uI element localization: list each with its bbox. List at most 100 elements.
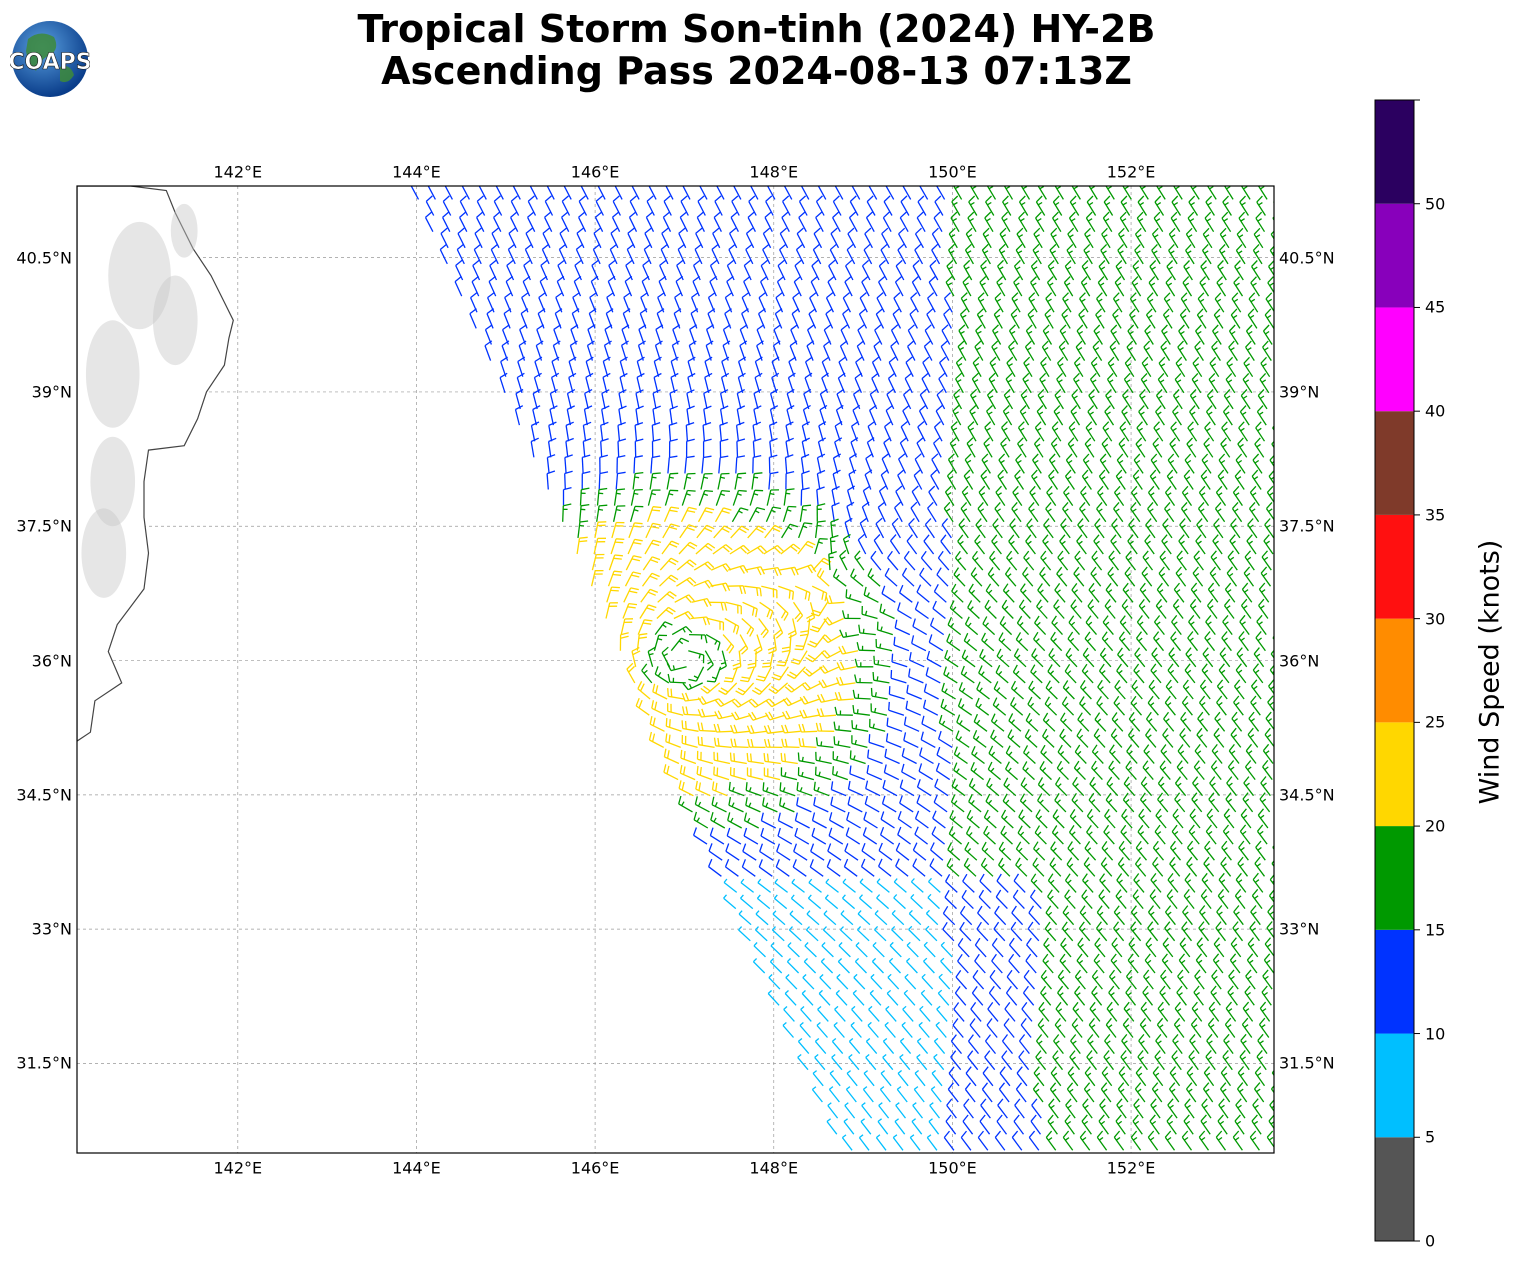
wind-barb: [809, 292, 817, 313]
wind-barb: [929, 1102, 941, 1119]
wind-barb: [713, 525, 732, 539]
wind-barb: [895, 842, 910, 861]
wind-barb: [1101, 227, 1111, 249]
wind-barb: [796, 782, 813, 797]
wind-barb: [919, 747, 934, 765]
wind-barb: [991, 953, 1003, 974]
wind-barb: [1082, 453, 1093, 474]
wind-barb: [1011, 292, 1021, 313]
wind-barb: [916, 584, 930, 603]
wind-barb: [495, 186, 504, 200]
wind-barb: [799, 695, 821, 705]
colorbar-tick-label: 30: [1425, 609, 1446, 629]
wind-barb: [1030, 276, 1040, 297]
wind-barb: [1025, 534, 1036, 555]
wind-barb: [833, 721, 852, 732]
wind-barb: [728, 564, 749, 574]
wind-barb: [474, 227, 483, 249]
wind-barb: [1008, 953, 1020, 974]
wind-barb: [1233, 276, 1244, 297]
wind-barb: [1107, 566, 1119, 587]
wind-barb: [1022, 372, 1032, 394]
wind-barb: [1188, 1050, 1199, 1071]
wind-barb: [1243, 356, 1254, 378]
wind-barb: [1130, 905, 1142, 926]
wind-barb: [851, 720, 869, 732]
wind-barb: [609, 243, 618, 265]
wind-barb: [1127, 324, 1137, 345]
wind-barb: [1269, 245, 1274, 258]
wind-barb: [687, 356, 696, 377]
wind-barb: [714, 195, 723, 216]
wind-barb: [929, 259, 939, 281]
wind-barb: [832, 195, 842, 216]
wind-barb: [1074, 969, 1086, 990]
wind-barb: [782, 505, 797, 522]
wind-barb: [1154, 195, 1165, 216]
wind-barb: [1134, 1082, 1146, 1103]
wind-barb: [797, 1053, 809, 1071]
wind-barb: [1220, 1066, 1232, 1087]
wind-barb: [891, 517, 901, 539]
wind-barb: [1047, 889, 1059, 910]
wind-barb: [1267, 695, 1274, 712]
wind-barb: [850, 1021, 862, 1038]
wind-barb: [1135, 437, 1146, 458]
colorbar-bin: [1375, 929, 1414, 1034]
wind-barb: [1065, 453, 1076, 474]
wind-barb: [933, 211, 943, 233]
wind-barb: [930, 842, 944, 861]
wind-barb: [964, 841, 978, 861]
wind-barb: [1110, 953, 1122, 974]
wind-barb: [1203, 437, 1214, 458]
wind-barb: [503, 308, 512, 329]
wind-barb: [565, 437, 574, 458]
wind-barb: [1033, 631, 1046, 652]
wind-barb: [1035, 809, 1048, 829]
axis-tick-label: 152°E: [1106, 1158, 1156, 1178]
wind-barb: [1012, 664, 1026, 684]
wind-barb: [1037, 1018, 1049, 1038]
wind-barb: [681, 692, 702, 702]
wind-barb: [881, 585, 896, 603]
wind-barb: [1050, 631, 1063, 652]
wind-barb: [1118, 1066, 1130, 1087]
wind-barb: [1015, 1082, 1027, 1103]
wind-barb: [759, 601, 774, 620]
wind-barb: [722, 634, 735, 654]
wind-barb: [1240, 389, 1251, 410]
wind-barb: [1229, 953, 1241, 974]
wind-barb: [865, 211, 875, 233]
wind-barb: [837, 372, 846, 394]
wind-barb: [1261, 550, 1272, 571]
wind-barb: [578, 195, 588, 216]
wind-barb: [982, 227, 992, 249]
wind-barb: [647, 489, 661, 506]
wind-barb: [832, 751, 849, 765]
wind-barb: [741, 308, 749, 329]
wind-barb: [878, 1102, 890, 1119]
wind-barb: [751, 682, 772, 695]
wind-barb: [943, 292, 953, 313]
wind-barb: [1053, 405, 1064, 426]
wind-barb: [1084, 841, 1097, 861]
wind-barb: [821, 942, 834, 958]
wind-barb: [1206, 598, 1218, 619]
colorbar-label: Wind Speed (knots): [1474, 539, 1506, 805]
wind-barb: [714, 698, 736, 707]
wind-barb: [1183, 469, 1194, 490]
wind-barb: [508, 227, 517, 249]
wind-barb: [764, 524, 783, 539]
wind-barb: [654, 621, 673, 635]
wind-barb: [870, 973, 883, 990]
wind-barb: [963, 259, 973, 281]
wind-barb: [1189, 389, 1200, 410]
wind-barb: [950, 211, 960, 233]
terrain-shading: [108, 221, 171, 330]
wind-barb: [760, 259, 769, 281]
wind-barb: [1037, 793, 1050, 813]
wind-barb: [1017, 421, 1028, 442]
wind-barb: [1212, 534, 1223, 555]
wind-barb: [1102, 421, 1113, 442]
wind-barb: [791, 308, 800, 329]
